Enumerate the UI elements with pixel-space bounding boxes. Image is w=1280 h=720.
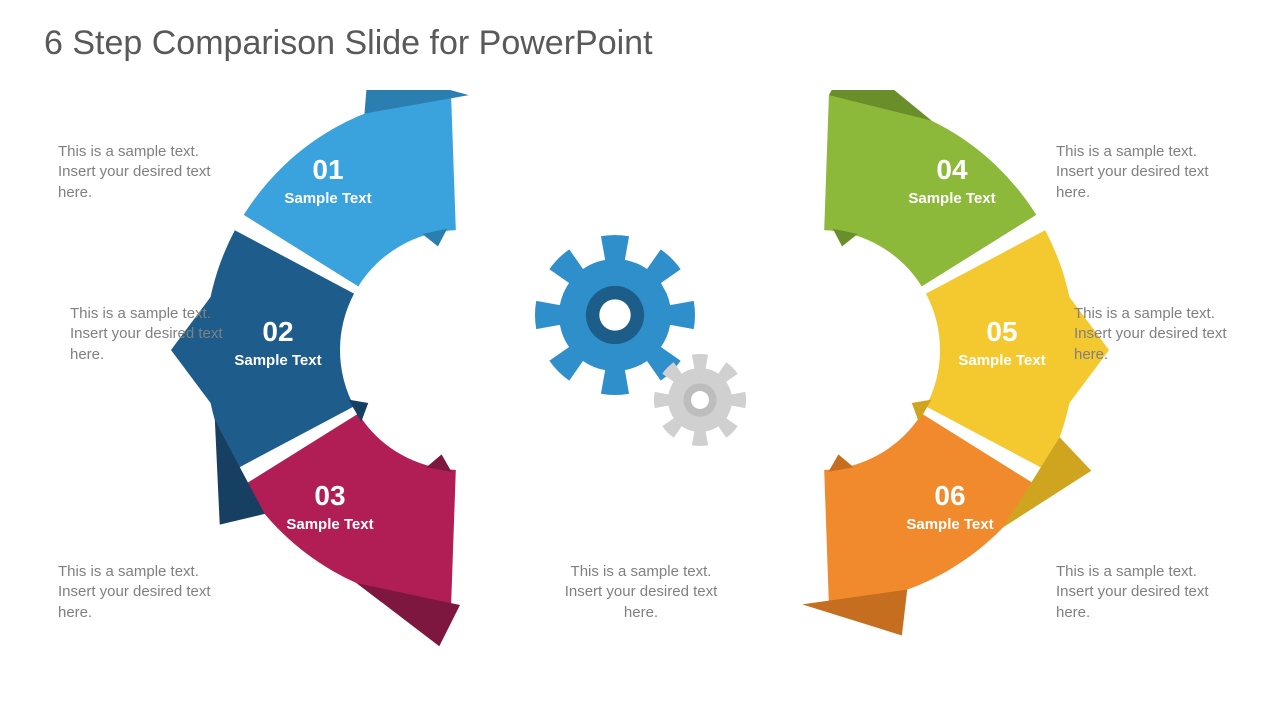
segment-03-text: Sample Text: [270, 516, 390, 534]
desc-05: This is a sample text. Insert your desir…: [1074, 304, 1244, 365]
segment-04-number: 04: [892, 156, 1012, 184]
segment-06-number: 06: [890, 482, 1010, 510]
desc-04: This is a sample text. Insert your desir…: [1056, 142, 1226, 203]
desc-01: This is a sample text. Insert your desir…: [58, 142, 228, 203]
segment-06-label: 06 Sample Text: [890, 482, 1010, 534]
segment-03-number: 03: [270, 482, 390, 510]
segment-01-text: Sample Text: [268, 190, 388, 208]
segment-05-number: 05: [942, 318, 1062, 346]
slide-title: 6 Step Comparison Slide for PowerPoint: [44, 24, 653, 63]
segment-05-label: 05 Sample Text: [942, 318, 1062, 370]
desc-center: This is a sample text. Insert your desir…: [556, 562, 726, 623]
segment-05-text: Sample Text: [942, 352, 1062, 370]
segment-04-label: 04 Sample Text: [892, 156, 1012, 208]
comparison-diagram: 01 Sample Text 02 Sample Text 03 Sample …: [0, 90, 1280, 710]
desc-06: This is a sample text. Insert your desir…: [1056, 562, 1226, 623]
segment-03-label: 03 Sample Text: [270, 482, 390, 534]
desc-02: This is a sample text. Insert your desir…: [70, 304, 240, 365]
desc-03: This is a sample text. Insert your desir…: [58, 562, 228, 623]
segment-01-number: 01: [268, 156, 388, 184]
segment-04-text: Sample Text: [892, 190, 1012, 208]
segment-01-label: 01 Sample Text: [268, 156, 388, 208]
segment-06-text: Sample Text: [890, 516, 1010, 534]
